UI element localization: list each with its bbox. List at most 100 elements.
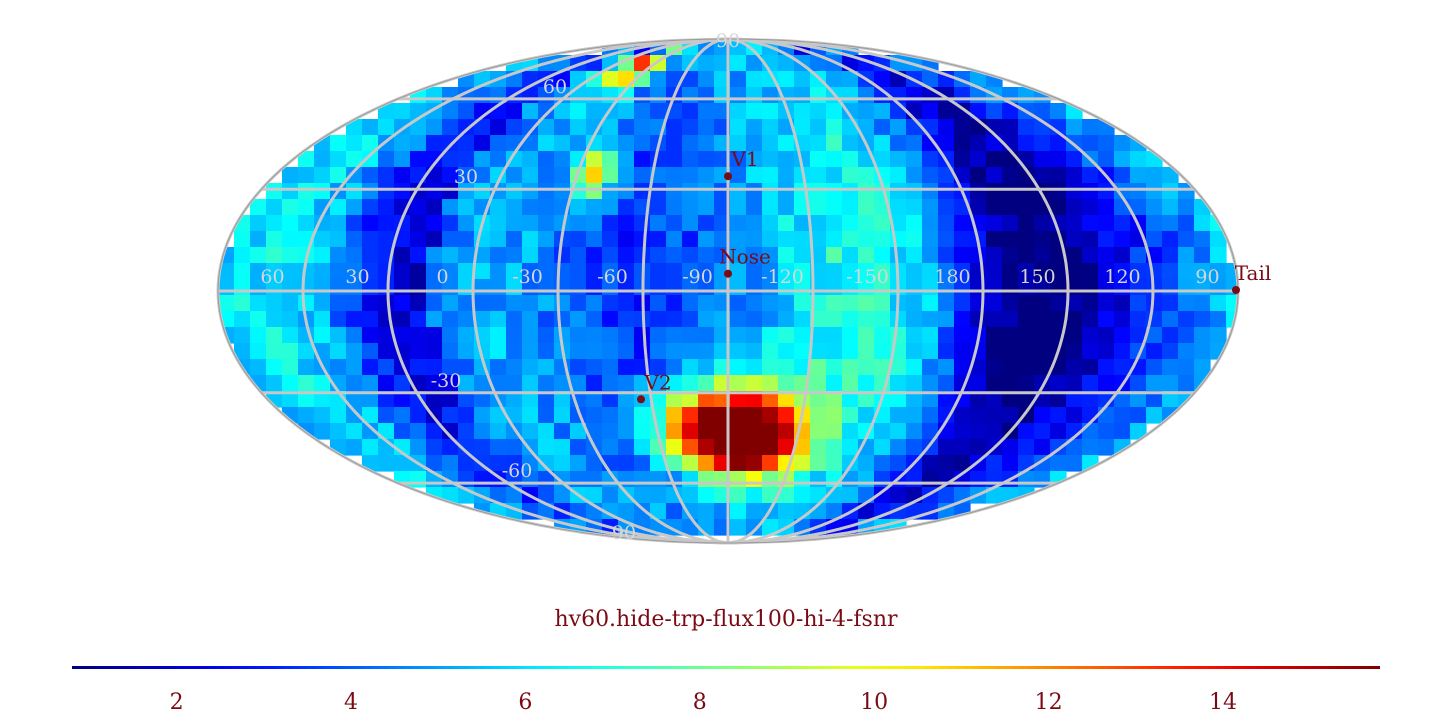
heatmap-cell <box>330 311 347 328</box>
heatmap-cell <box>1018 183 1035 200</box>
heatmap-cell <box>538 375 555 392</box>
heatmap-cell <box>474 135 491 152</box>
heatmap-cell <box>826 183 843 200</box>
heatmap-cell <box>522 311 539 328</box>
heatmap-cell <box>362 231 379 248</box>
heatmap-cell <box>746 167 763 184</box>
heatmap-cell <box>650 311 667 328</box>
heatmap-cell <box>1002 327 1019 344</box>
heatmap-cell <box>682 391 699 408</box>
heatmap-cell <box>458 327 475 344</box>
heatmap-cell <box>826 455 843 472</box>
heatmap-cell <box>986 407 1003 424</box>
heatmap-cell <box>986 247 1003 264</box>
heatmap-cell <box>586 263 603 280</box>
heatmap-cell <box>922 247 939 264</box>
heatmap-cell <box>314 311 331 328</box>
heatmap-cell <box>618 359 635 376</box>
heatmap-cell <box>538 167 555 184</box>
heatmap-cell <box>554 439 571 456</box>
latitude-label: 90 <box>716 30 740 52</box>
heatmap-cell <box>410 327 427 344</box>
heatmap-cell <box>698 471 715 488</box>
heatmap-cell <box>218 279 235 296</box>
heatmap-cell <box>586 199 603 216</box>
heatmap-cell <box>698 423 715 440</box>
heatmap-cell <box>986 231 1003 248</box>
heatmap-cell <box>474 167 491 184</box>
heatmap-cell <box>490 135 507 152</box>
heatmap-cell <box>746 439 763 456</box>
heatmap-cell <box>1178 183 1195 200</box>
heatmap-cell <box>1018 135 1035 152</box>
heatmap-cell <box>346 263 363 280</box>
heatmap-cell <box>1002 183 1019 200</box>
heatmap-cell <box>474 423 491 440</box>
heatmap-cell <box>762 151 779 168</box>
heatmap-cell <box>890 455 907 472</box>
heatmap-cell <box>986 295 1003 312</box>
heatmap-cell <box>634 487 651 504</box>
heatmap-cell <box>698 327 715 344</box>
heatmap-cell <box>394 311 411 328</box>
heatmap-cell <box>426 343 443 360</box>
heatmap-cell <box>858 471 875 488</box>
heatmap-cell <box>618 455 635 472</box>
heatmap-cell <box>762 439 779 456</box>
heatmap-cell <box>1082 231 1099 248</box>
heatmap-cell <box>970 423 987 440</box>
heatmap-cell <box>522 295 539 312</box>
heatmap-cell <box>746 199 763 216</box>
heatmap-cell <box>314 279 331 296</box>
heatmap-cell <box>1002 407 1019 424</box>
heatmap-cell <box>458 375 475 392</box>
heatmap-cell <box>602 263 619 280</box>
heatmap-cell <box>266 327 283 344</box>
heatmap-cell <box>474 311 491 328</box>
heatmap-cell <box>922 343 939 360</box>
heatmap-cell <box>986 263 1003 280</box>
heatmap-cell <box>1162 279 1179 296</box>
heatmap-cell <box>314 327 331 344</box>
heatmap-cell <box>1082 183 1099 200</box>
heatmap-cell <box>1050 135 1067 152</box>
heatmap-cell <box>314 167 331 184</box>
heatmap-cell <box>890 375 907 392</box>
heatmap-cell <box>330 327 347 344</box>
heatmap-cell <box>698 311 715 328</box>
heatmap-cell <box>858 359 875 376</box>
heatmap-cell <box>1178 231 1195 248</box>
heatmap-cell <box>906 471 923 488</box>
heatmap-cell <box>362 327 379 344</box>
heatmap-cell <box>778 439 795 456</box>
heatmap-cell <box>938 455 955 472</box>
latitude-label: 90 <box>612 522 636 544</box>
heatmap-cell <box>746 487 763 504</box>
heatmap-cell <box>1018 439 1035 456</box>
heatmap-cell <box>506 311 523 328</box>
heatmap-cell <box>394 407 411 424</box>
colorbar-tick-label: 2 <box>170 690 184 715</box>
heatmap-cell <box>650 343 667 360</box>
heatmap-cell <box>314 151 331 168</box>
heatmap-cell <box>378 327 395 344</box>
heatmap-cell <box>602 311 619 328</box>
heatmap-cell <box>458 407 475 424</box>
heatmap-cell <box>330 279 347 296</box>
heatmap-cell <box>570 215 587 232</box>
heatmap-cell <box>746 471 763 488</box>
heatmap-cell <box>730 279 747 296</box>
tail-label: Tail <box>1235 261 1272 285</box>
heatmap-cell <box>1162 391 1179 408</box>
heatmap-cell <box>538 455 555 472</box>
heatmap-cell <box>538 119 555 136</box>
heatmap-cell <box>794 343 811 360</box>
heatmap-cell <box>1066 327 1083 344</box>
heatmap-cell <box>1114 263 1131 280</box>
heatmap-cell <box>634 327 651 344</box>
heatmap-cell <box>250 231 267 248</box>
heatmap-cell <box>922 455 939 472</box>
heatmap-cell <box>1002 247 1019 264</box>
heatmap-cell <box>746 327 763 344</box>
longitude-label: -90 <box>682 266 713 288</box>
